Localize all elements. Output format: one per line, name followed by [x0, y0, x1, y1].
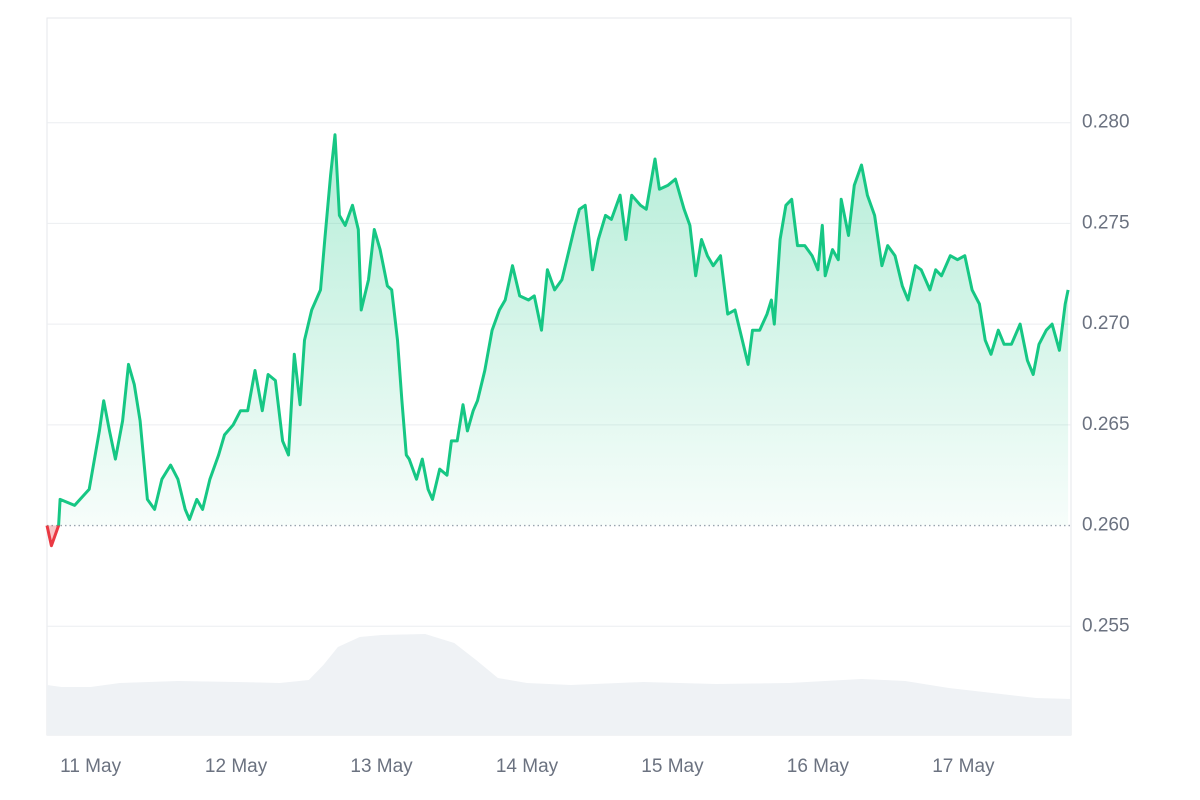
- x-tick-label: 11 May: [60, 756, 121, 777]
- volume-area: [47, 634, 1071, 735]
- x-tick-label: 15 May: [641, 756, 704, 777]
- x-tick-label: 16 May: [787, 756, 850, 777]
- x-tick-label: 14 May: [496, 756, 559, 777]
- y-tick-label: 0.255: [1082, 615, 1130, 636]
- x-tick-label: 12 May: [205, 756, 268, 777]
- x-tick-label: 13 May: [350, 756, 413, 777]
- y-tick-label: 0.260: [1082, 515, 1130, 536]
- y-tick-label: 0.280: [1082, 112, 1130, 133]
- price-line-up: [46, 133, 1070, 526]
- y-tick-label: 0.270: [1082, 313, 1130, 334]
- area-up: [47, 134, 1069, 526]
- y-tick-label: 0.275: [1082, 212, 1130, 233]
- x-tick-label: 17 May: [932, 756, 995, 777]
- y-tick-label: 0.265: [1082, 414, 1130, 435]
